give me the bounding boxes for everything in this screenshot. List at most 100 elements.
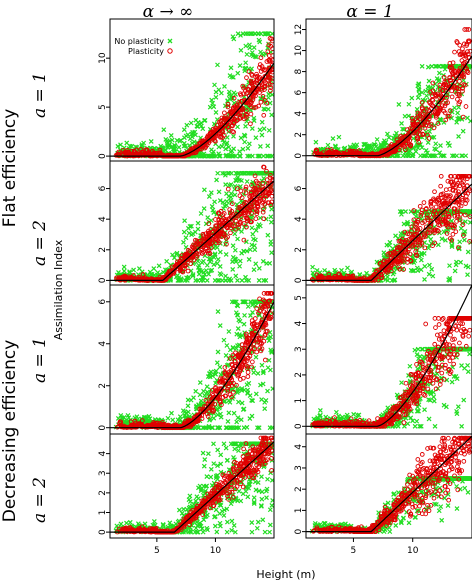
- plasticity-point: [252, 316, 258, 321]
- y-tick-label: 5: [98, 104, 108, 110]
- plasticity-point: [453, 229, 459, 234]
- plasticity-point: [420, 115, 426, 121]
- plasticity-point: [255, 201, 260, 206]
- no-plasticity-point: [449, 115, 454, 121]
- no-plasticity-point: [466, 63, 472, 69]
- plasticity-point: [419, 210, 425, 216]
- no-plasticity-point: [238, 135, 244, 141]
- plasticity-point: [373, 274, 379, 279]
- no-plasticity-point: [202, 392, 208, 398]
- no-plasticity-point: [449, 109, 455, 115]
- y-tick-label: 4: [294, 216, 304, 222]
- no-plasticity-point: [240, 299, 246, 305]
- plasticity-point: [231, 95, 237, 101]
- plasticity-point: [446, 214, 452, 220]
- no-plasticity-point: [385, 274, 390, 280]
- no-plasticity-point: [366, 143, 372, 149]
- plasticity-point: [460, 46, 465, 51]
- plasticity-point: [262, 298, 267, 304]
- no-plasticity-point: [232, 247, 238, 253]
- no-plasticity-point: [183, 133, 189, 139]
- y-tick-label: 0: [294, 277, 304, 283]
- plasticity-point: [236, 224, 241, 230]
- no-plasticity-point: [226, 182, 232, 188]
- no-plasticity-point: [217, 249, 223, 255]
- y-tick-label: 0: [98, 153, 108, 159]
- no-plasticity-point: [465, 264, 471, 270]
- plasticity-point: [456, 245, 461, 250]
- plasticity-point: [216, 210, 222, 216]
- no-plasticity-point: [414, 265, 420, 271]
- plasticity-point: [238, 98, 244, 104]
- no-plasticity-point: [414, 143, 420, 149]
- plasticity-point: [223, 120, 229, 126]
- no-plasticity-point: [336, 134, 342, 140]
- no-plasticity-point: [261, 153, 266, 159]
- plasticity-point: [213, 217, 218, 222]
- plasticity-point: [394, 137, 400, 143]
- plasticity-point: [221, 233, 227, 238]
- no-plasticity-point: [125, 413, 131, 418]
- plasticity-point: [253, 216, 259, 221]
- plasticity-point: [443, 101, 449, 106]
- plasticity-point: [422, 232, 427, 238]
- no-plasticity-point: [243, 123, 248, 129]
- plasticity-point: [405, 231, 410, 237]
- y-tick-label: 6: [294, 89, 304, 95]
- no-plasticity-point: [325, 142, 331, 148]
- no-plasticity-point: [259, 119, 265, 125]
- no-plasticity-point: [215, 62, 220, 68]
- plasticity-point: [256, 103, 261, 109]
- plasticity-point: [223, 236, 229, 241]
- no-plasticity-point: [189, 223, 194, 229]
- plasticity-point: [252, 173, 258, 179]
- plasticity-point: [267, 36, 273, 41]
- no-plasticity-point: [230, 74, 236, 80]
- plasticity-point: [251, 105, 257, 110]
- plasticity-point: [258, 55, 264, 61]
- no-plasticity-point: [445, 140, 451, 146]
- plasticity-point: [238, 219, 243, 225]
- plasticity-point: [421, 234, 427, 240]
- plasticity-point: [405, 260, 410, 265]
- plasticity-point: [450, 231, 456, 237]
- plasticity-point: [467, 239, 472, 244]
- plasticity-point: [196, 141, 202, 147]
- no-plasticity-point: [339, 267, 344, 273]
- plasticity-point: [249, 183, 254, 188]
- points: [110, 164, 274, 283]
- no-plasticity-point: [422, 276, 427, 282]
- plasticity-point: [428, 203, 434, 209]
- no-plasticity-point: [241, 406, 247, 412]
- no-plasticity-point: [253, 354, 259, 360]
- plasticity-point: [455, 40, 460, 46]
- plasticity-point: [451, 206, 457, 211]
- plasticity-point: [266, 58, 272, 63]
- no-plasticity-point: [165, 140, 170, 146]
- no-plasticity-point: [210, 373, 216, 379]
- no-plasticity-point: [401, 221, 407, 227]
- no-plasticity-point: [227, 399, 233, 405]
- plasticity-point: [419, 100, 425, 105]
- plasticity-point: [424, 215, 430, 221]
- plasticity-point: [396, 244, 402, 250]
- plasticity-point: [378, 275, 384, 280]
- plasticity-point: [464, 176, 470, 182]
- plasticity-point: [228, 230, 233, 236]
- no-plasticity-point: [189, 134, 195, 140]
- no-plasticity-point: [239, 388, 245, 393]
- plasticity-point: [449, 179, 455, 185]
- no-plasticity-point: [222, 84, 227, 89]
- plasticity-point: [191, 150, 197, 156]
- no-plasticity-point: [209, 97, 215, 103]
- no-plasticity-point: [189, 140, 195, 146]
- no-plasticity-point: [262, 406, 268, 412]
- no-plasticity-point: [230, 95, 236, 101]
- no-plasticity-point: [266, 170, 272, 176]
- no-plasticity-point: [175, 277, 181, 283]
- plasticity-point: [440, 191, 446, 197]
- plasticity-point: [191, 257, 197, 263]
- plasticity-point: [426, 136, 432, 141]
